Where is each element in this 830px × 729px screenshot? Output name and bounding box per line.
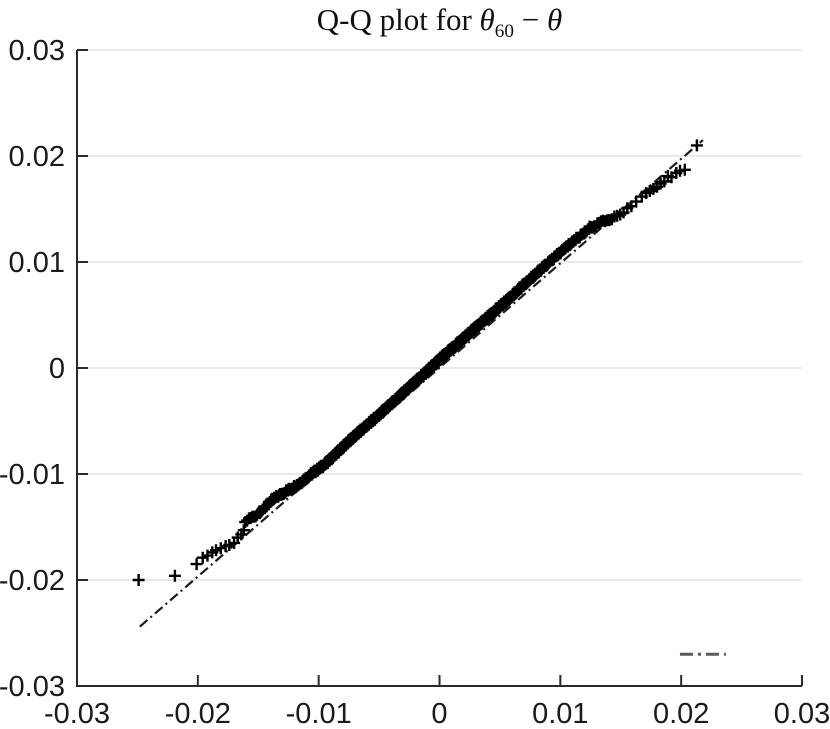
y-tick-label: -0.02 xyxy=(0,565,65,597)
title-theta: θ xyxy=(546,2,563,37)
y-tick-label: -0.03 xyxy=(0,671,65,703)
y-tick-label: 0.02 xyxy=(9,141,65,173)
x-tick-label: -0.01 xyxy=(286,698,352,729)
y-tick-label: 0.01 xyxy=(9,247,65,279)
hat-accent: ˆ xyxy=(484,0,492,17)
x-tick-label: 0.01 xyxy=(532,698,588,729)
y-tick-label: -0.01 xyxy=(0,459,65,491)
title-prefix: Q-Q plot for xyxy=(316,2,480,37)
x-tick-label: 0.03 xyxy=(774,698,830,729)
x-tick-label: 0 xyxy=(431,698,447,729)
theta-letter: θ xyxy=(479,2,495,37)
x-tick-label: 0.02 xyxy=(653,698,709,729)
plot-title: Q-Q plot for ˆ θ60 − θ xyxy=(77,0,802,43)
title-subscript: 60 xyxy=(494,21,514,43)
x-tick-label: -0.03 xyxy=(44,698,110,729)
title-minus: − xyxy=(513,2,547,37)
y-tick-label: 0.03 xyxy=(9,35,65,67)
y-tick-label: 0 xyxy=(49,353,65,385)
data-points xyxy=(132,139,703,586)
x-tick-label: -0.02 xyxy=(165,698,231,729)
